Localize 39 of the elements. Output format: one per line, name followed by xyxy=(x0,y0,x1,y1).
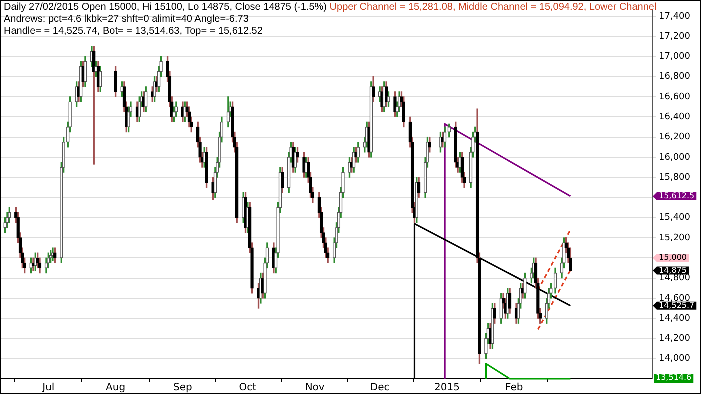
annotation: 15,612.5 xyxy=(659,192,695,201)
chart-title: Daily 27/02/2015 Open 15000, Hi 15100, Lo 14875, Close 14875 (-1.5%) xyxy=(4,2,328,13)
y-tick-label: 17,200 xyxy=(659,32,691,42)
x-tick-label: Oct xyxy=(239,382,257,394)
y-tick-label: 16,000 xyxy=(659,152,691,163)
text: Andrews: pct=4.6 lkbk=27 shft=0 alimit=40 Angle=-6.73 xyxy=(4,14,250,26)
y-tick-label: 16,800 xyxy=(659,72,691,82)
candlestick xyxy=(554,268,558,294)
candlestick xyxy=(372,76,376,102)
annotation: 15,000 xyxy=(659,253,687,262)
annotation: 14,875 xyxy=(659,266,687,275)
candlestick xyxy=(370,82,374,158)
y-tick-label: 17,000 xyxy=(659,52,691,62)
y-tick-label: 14,400 xyxy=(659,314,691,324)
candlestick xyxy=(84,56,88,88)
x-tick-label: 2015 xyxy=(434,382,460,394)
y-tick-label: 17,400 xyxy=(659,12,691,22)
candlestick xyxy=(30,258,33,274)
annotation: Upper Channel = 15,281.08, Middle Channel = 15,094.92, Lower Channel xyxy=(328,2,657,13)
candlestick xyxy=(205,147,208,188)
y-tick-label: 15,200 xyxy=(659,233,691,244)
text: 13,514.6 xyxy=(656,373,692,382)
x-tick-label: Feb xyxy=(506,382,524,394)
y-tick-label: 16,200 xyxy=(659,132,691,143)
y-tick-label: 15,800 xyxy=(659,172,691,183)
candlestick xyxy=(508,288,512,314)
annotation: Handle= = 14,525.74, Bot= = 13,514.63, Top= = 15,612.52 xyxy=(4,26,264,38)
y-tick-label: 14,000 xyxy=(659,354,691,364)
y-tick-label: 14,200 xyxy=(659,334,691,344)
x-tick-label: Sep xyxy=(174,382,192,394)
x-tick-label: Nov xyxy=(305,382,325,394)
x-tick-label: Aug xyxy=(106,382,126,394)
x-tick-label: Jul xyxy=(42,382,55,394)
y-tick-label: 16,600 xyxy=(659,92,691,102)
candlestick xyxy=(417,177,421,198)
annotation: 14,525.7 xyxy=(659,300,695,310)
y-tick-label: 15,400 xyxy=(659,213,691,224)
x-tick-label: Dec xyxy=(370,382,390,394)
y-tick-label: 16,400 xyxy=(659,112,691,122)
